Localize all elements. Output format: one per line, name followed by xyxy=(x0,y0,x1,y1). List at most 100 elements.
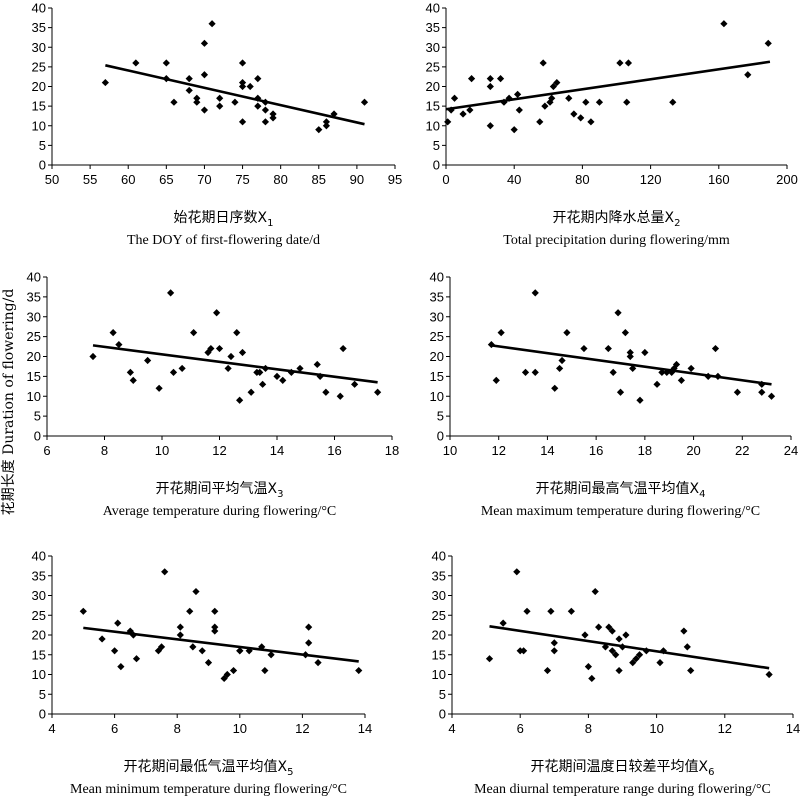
data-point xyxy=(101,78,109,87)
x-axis-label-subscript: 1 xyxy=(267,218,273,229)
data-point xyxy=(521,368,530,376)
data-point xyxy=(616,59,624,67)
data-point xyxy=(89,352,97,361)
data-point xyxy=(636,396,644,404)
data-point xyxy=(584,663,592,671)
y-tick-label: 15 xyxy=(432,647,446,662)
data-point xyxy=(523,607,531,615)
panel-3: 0 5 10 15 20 25 30 35 40 6 8 10 12 14 16 18 开花期间平均气温X3 Av… xyxy=(27,270,400,520)
data-point xyxy=(563,329,571,337)
y-tick-label: 35 xyxy=(426,20,440,35)
data-point xyxy=(595,98,604,106)
data-point xyxy=(758,388,766,396)
data-point xyxy=(580,344,588,353)
data-point xyxy=(486,122,494,130)
y-tick-label: 5 xyxy=(39,687,46,702)
data-point xyxy=(744,71,752,79)
data-point xyxy=(612,651,620,659)
panel-2: 0 5 10 15 20 25 30 35 40 0 40 80 120 160 200 开花期内降水总量X2… xyxy=(426,1,798,249)
x-axis-label-subscript: 5 xyxy=(287,767,293,778)
x-axis-label-en: The DOY of first-flowering date/d xyxy=(127,233,320,248)
data-point xyxy=(497,329,505,337)
y-tick-label: 20 xyxy=(27,349,41,364)
x-axis-label-cn: 开花期间温度日较差平均值X6 xyxy=(531,759,715,778)
x-tick-label: 90 xyxy=(350,172,364,187)
trend-line xyxy=(105,64,365,126)
data-point xyxy=(677,376,685,384)
x-tick-label: 14 xyxy=(786,721,800,736)
y-tick-label: 5 xyxy=(34,409,41,424)
data-point xyxy=(641,348,649,357)
x-tick-label: 14 xyxy=(540,443,554,458)
trend-line xyxy=(445,60,771,111)
data-point xyxy=(764,39,772,47)
data-point xyxy=(531,368,539,376)
data-point xyxy=(236,396,244,404)
data-point xyxy=(189,643,197,651)
data-point xyxy=(227,352,235,361)
x-axis-label-subscript: 4 xyxy=(699,489,705,500)
data-point xyxy=(629,659,637,667)
y-tick-label: 25 xyxy=(426,59,440,74)
data-point xyxy=(233,329,241,337)
data-point xyxy=(486,82,494,91)
data-point xyxy=(193,94,201,102)
x-tick-label: 6 xyxy=(517,721,524,736)
data-point xyxy=(322,122,330,130)
x-tick-label: 20 xyxy=(686,443,700,458)
data-point xyxy=(659,647,668,655)
y-tick-label: 20 xyxy=(32,79,46,94)
y-tick-label: 40 xyxy=(432,549,446,564)
data-point xyxy=(267,651,275,659)
data-point xyxy=(626,348,634,357)
data-point xyxy=(587,118,595,126)
data-point xyxy=(220,674,228,683)
y-tick-label: 30 xyxy=(32,588,46,603)
data-point xyxy=(305,639,313,647)
data-point xyxy=(314,659,322,667)
y-tick-label: 20 xyxy=(426,79,440,94)
data-point xyxy=(670,364,678,373)
data-point xyxy=(591,587,599,596)
data-point xyxy=(117,663,125,671)
x-tick-label: 200 xyxy=(776,172,798,187)
data-point xyxy=(577,114,585,122)
y-tick-label: 20 xyxy=(430,349,444,364)
data-point xyxy=(621,329,629,337)
data-point xyxy=(604,344,612,353)
data-point xyxy=(162,59,170,67)
data-point xyxy=(176,631,184,639)
x-tick-label: 50 xyxy=(45,172,59,187)
data-point xyxy=(609,368,617,376)
y-tick-label: 0 xyxy=(433,158,440,173)
x-tick-label: 55 xyxy=(83,172,97,187)
data-point xyxy=(656,659,664,667)
data-point xyxy=(132,655,141,663)
y-tick-label: 10 xyxy=(32,118,46,133)
y-axis-label: 花期长度 Duration of flowering/d xyxy=(1,289,17,516)
data-point xyxy=(492,376,500,384)
x-tick-label: 70 xyxy=(197,172,211,187)
x-tick-label: 120 xyxy=(640,172,662,187)
data-point xyxy=(216,102,224,110)
x-tick-label: 65 xyxy=(159,172,173,187)
y-tick-label: 15 xyxy=(430,369,444,384)
y-tick-label: 0 xyxy=(439,707,446,722)
y-tick-label: 40 xyxy=(32,549,46,564)
data-point xyxy=(132,59,140,67)
x-axis-label-cn: 开花期间最低气温平均值X5 xyxy=(124,759,294,778)
x-tick-label: 12 xyxy=(491,443,505,458)
data-point xyxy=(155,384,163,392)
x-axis-label-cn: 开花期间最高气温平均值X4 xyxy=(536,480,706,500)
x-tick-label: 14 xyxy=(270,443,284,458)
data-point xyxy=(588,674,596,683)
data-point xyxy=(672,360,681,369)
y-tick-label: 40 xyxy=(426,1,440,16)
data-point xyxy=(758,380,766,388)
data-point xyxy=(129,376,137,384)
data-point xyxy=(336,392,344,400)
data-point xyxy=(190,329,198,337)
x-tick-label: 95 xyxy=(388,172,402,187)
data-point xyxy=(536,118,544,126)
data-point xyxy=(515,106,523,114)
